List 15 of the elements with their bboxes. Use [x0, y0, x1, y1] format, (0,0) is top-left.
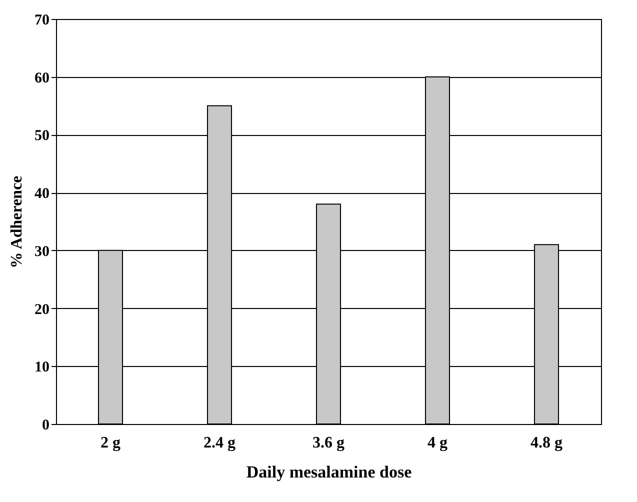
x-tick-label: 2.4 g [204, 434, 236, 452]
y-tick-label: 50 [34, 128, 50, 144]
x-axis-title: Daily mesalamine dose [246, 462, 412, 482]
y-tick-label: 40 [34, 186, 50, 202]
y-tick-label: 70 [34, 12, 50, 28]
x-tick-label: 4.8 g [530, 434, 562, 452]
y-tick-label: 30 [34, 244, 50, 260]
y-tick-label: 0 [42, 418, 50, 434]
y-tick-label: 10 [34, 360, 50, 376]
y-tick-label: 20 [34, 302, 50, 318]
y-axis-title: % Adherence [8, 176, 26, 268]
x-tick-label: 2 g [100, 434, 120, 452]
y-tick-label: 60 [34, 70, 50, 86]
x-tick-label: 4 g [428, 434, 448, 452]
x-tick-label: 3.6 g [312, 434, 344, 452]
